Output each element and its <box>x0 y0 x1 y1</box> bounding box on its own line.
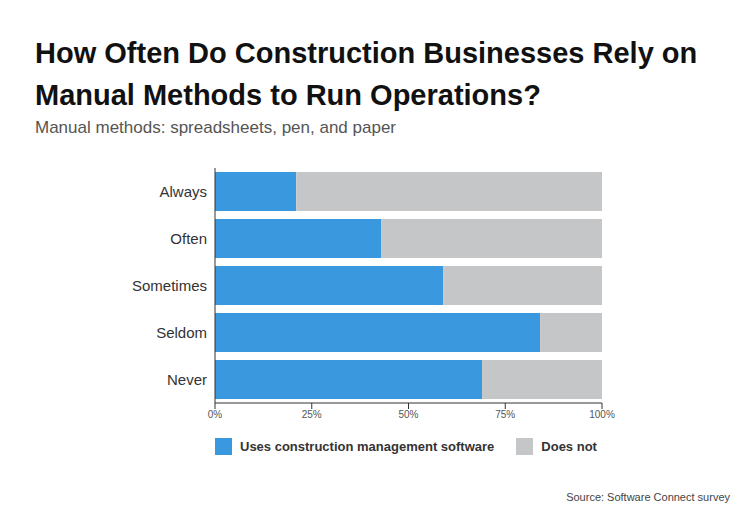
svg-text:25%: 25% <box>302 409 322 420</box>
svg-text:0%: 0% <box>208 409 223 420</box>
svg-text:Seldom: Seldom <box>156 324 207 341</box>
svg-text:Often: Often <box>170 230 207 247</box>
svg-text:Sometimes: Sometimes <box>132 277 207 294</box>
html-text:How Often Do Construction Busi: How Often Do Construction Businesses Rel… <box>35 37 698 111</box>
svg-text:100%: 100% <box>589 409 615 420</box>
svg-text:50%: 50% <box>398 409 418 420</box>
html-text:Source: Software Connect surve: Source: Software Connect survey <box>566 491 730 503</box>
html-text:Manual methods: spreadsheets,: Manual methods: spreadsheets, pen, and p… <box>35 118 396 137</box>
svg-text:75%: 75% <box>495 409 515 420</box>
svg-text:Never: Never <box>167 371 207 388</box>
html-text:Does not: Does not <box>541 439 597 454</box>
svg-text:Always: Always <box>159 183 207 200</box>
html-text:Uses construction management s: Uses construction management software <box>240 439 495 454</box>
